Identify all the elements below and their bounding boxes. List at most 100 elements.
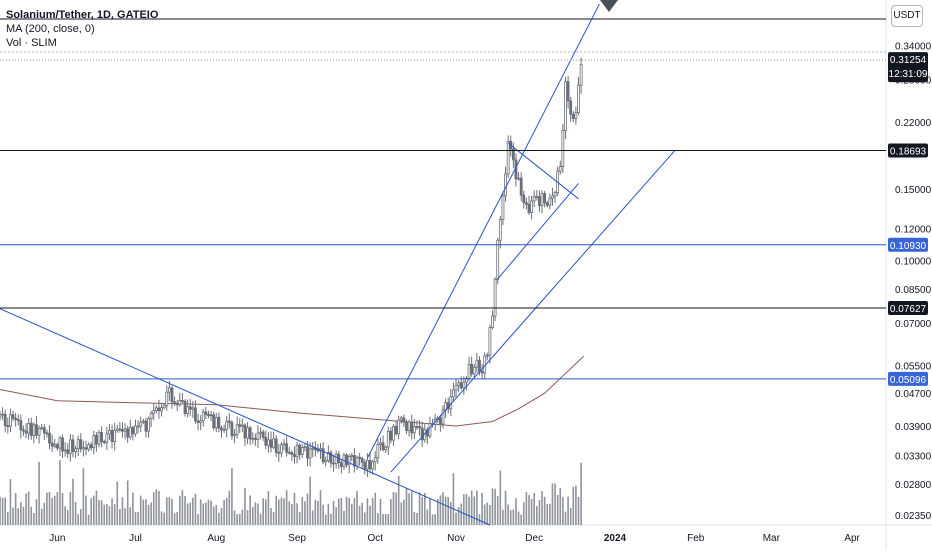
candle-body — [183, 400, 187, 414]
candle-body — [55, 444, 59, 449]
candle — [152, 403, 156, 421]
candle-body — [324, 460, 328, 463]
volume-bar — [215, 505, 218, 525]
currency-button[interactable]: USDT — [891, 5, 923, 27]
candle — [97, 429, 101, 448]
candle-body — [415, 426, 419, 428]
volume-bar — [426, 509, 429, 525]
candle-body — [522, 194, 526, 204]
candle — [212, 411, 216, 431]
candle-body — [134, 425, 137, 435]
candle-body — [425, 429, 429, 437]
trendline — [390, 150, 676, 473]
candle-body — [412, 426, 416, 434]
candle — [16, 414, 20, 426]
price-axis[interactable]: 0.340000.280000.220000.150000.120000.100… — [895, 41, 932, 522]
volume-bar — [168, 497, 171, 525]
candle — [24, 423, 28, 439]
candle-body — [524, 202, 528, 205]
candle — [324, 456, 328, 467]
candle-body — [53, 444, 57, 447]
candle-body — [199, 420, 203, 423]
candle-body — [293, 454, 296, 458]
candle — [53, 438, 57, 449]
level-label: 0.07627 — [888, 301, 928, 316]
volume-bar — [390, 499, 392, 525]
volume-bar — [165, 497, 168, 525]
candle — [300, 444, 304, 458]
moving-average — [0, 355, 585, 427]
candle-body — [540, 193, 544, 207]
candle-body — [97, 432, 101, 445]
candle — [40, 424, 44, 431]
candle-body — [561, 130, 565, 167]
x-tick-label: Feb — [687, 533, 705, 544]
candle-body — [326, 452, 330, 461]
candle — [363, 459, 367, 475]
volume-bar — [356, 490, 358, 525]
volume-bar — [158, 491, 160, 525]
candle — [553, 190, 557, 204]
volume-bar — [416, 512, 418, 525]
legend-ma[interactable]: MA (200, close, 0) — [6, 23, 95, 35]
legend-volume[interactable]: Vol · SLIM — [6, 37, 57, 49]
volume-bar — [397, 475, 400, 525]
candle — [535, 189, 539, 201]
x-tick-label: Dec — [525, 533, 543, 544]
volume-bar — [147, 504, 150, 525]
candle-body — [131, 427, 135, 435]
candle-body — [37, 427, 41, 436]
volume-bar — [575, 485, 577, 525]
volume-bar — [549, 503, 551, 525]
candle-body — [71, 439, 75, 452]
candle-body — [551, 195, 554, 199]
candle — [149, 410, 153, 428]
candle-body — [74, 448, 77, 452]
volume-bar — [171, 498, 173, 525]
candle-body — [420, 427, 424, 441]
candle-body — [350, 455, 354, 457]
candle — [81, 440, 85, 457]
candle-body — [329, 452, 333, 464]
volume-bar — [358, 505, 361, 525]
candle — [295, 441, 299, 464]
time-axis[interactable]: Jun Jul Aug Sep Oct Nov Dec 2024 Feb Mar Apr — [49, 533, 860, 544]
candle — [29, 417, 33, 440]
candle-body — [285, 443, 289, 453]
candle — [272, 431, 276, 450]
candle-body — [407, 421, 411, 432]
candle — [160, 402, 163, 417]
candle — [264, 430, 268, 450]
candle — [350, 452, 354, 462]
volume-bar — [267, 491, 270, 525]
volume-bar — [56, 492, 59, 525]
candle-body — [1, 413, 5, 416]
candle — [389, 427, 393, 444]
candle — [457, 379, 461, 393]
candle-body — [160, 407, 163, 412]
volume-bar — [364, 512, 366, 525]
candle — [527, 195, 531, 216]
volume-bar — [257, 503, 259, 525]
candle — [532, 190, 536, 207]
level-label-bg — [888, 371, 928, 386]
candle — [175, 400, 179, 412]
candle — [308, 442, 312, 467]
candle — [269, 431, 273, 453]
candle-body — [480, 370, 484, 374]
legend-symbol[interactable]: Solanium/Tether, 1D, GATEIO — [6, 9, 159, 21]
volume-bar — [192, 497, 194, 525]
volume-bar — [556, 495, 559, 525]
volume-bar — [241, 509, 244, 525]
volume-bar — [536, 506, 538, 525]
trendline — [0, 308, 491, 526]
candle-body — [360, 458, 364, 463]
candle — [485, 352, 489, 361]
candle — [381, 435, 385, 452]
candle-body — [402, 417, 406, 423]
candle-body — [454, 384, 458, 391]
candle — [251, 432, 255, 444]
level-label-text: 0.10930 — [890, 241, 927, 252]
